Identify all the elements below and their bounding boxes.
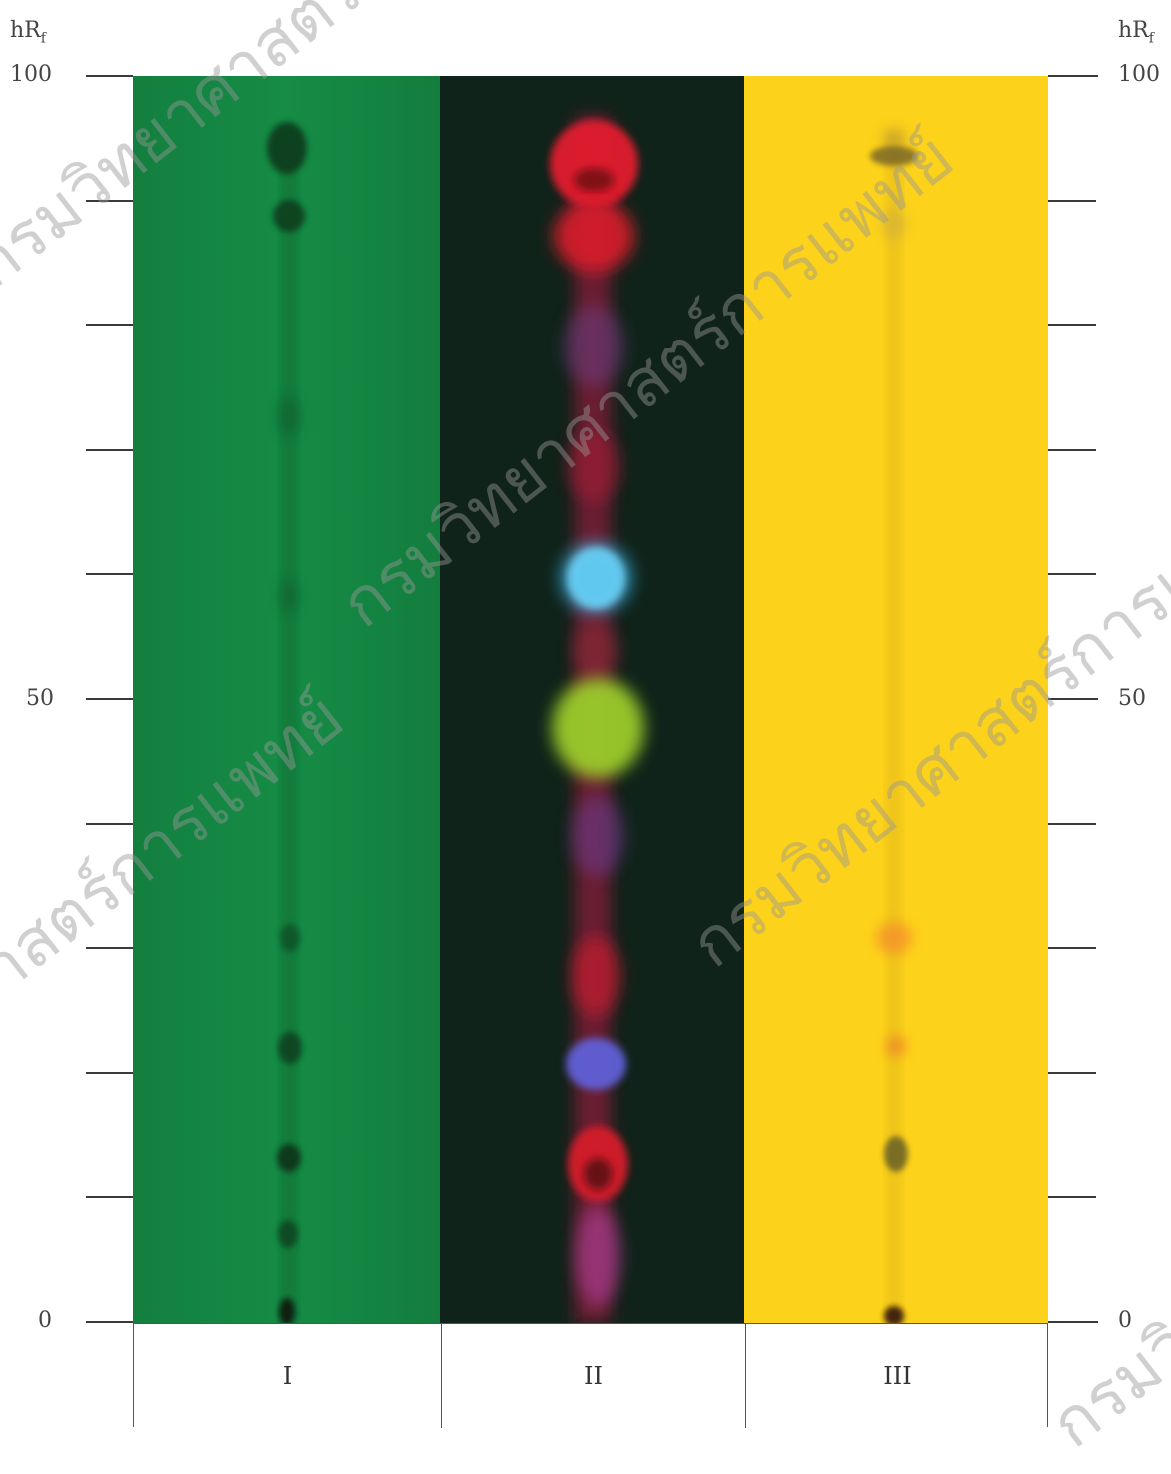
lane-I-spot <box>278 1032 302 1064</box>
left-tick-mark <box>86 1321 133 1323</box>
lane-II-spot-dark <box>574 168 614 192</box>
lane-II-plate <box>440 76 744 1323</box>
lane-label-II: II <box>441 1324 745 1428</box>
lane-II-spot-blue <box>566 1038 626 1090</box>
lane-II-spot-green <box>552 678 644 778</box>
right-axis-title: hRf <box>1118 18 1154 46</box>
lane-II-chromatogram <box>440 76 744 1323</box>
right-tick-mark <box>1048 822 1096 825</box>
lane-II-spot-red <box>554 200 634 272</box>
lane-label-III: III <box>745 1324 1049 1428</box>
lane-III-spot <box>870 146 918 166</box>
left-tick-mark <box>86 698 133 700</box>
lane-I-spot <box>277 396 301 436</box>
left-tick-mark <box>86 199 133 202</box>
lane-I-spot <box>279 1298 295 1323</box>
left-tick-label-0: 0 <box>38 1308 52 1333</box>
right-tick-mark <box>1048 698 1098 700</box>
lane-I-chromatogram <box>133 76 440 1323</box>
right-tick-mark <box>1048 1071 1096 1074</box>
left-axis-title-main: hR <box>10 18 41 43</box>
lane-I-spot <box>273 200 305 232</box>
lane-label-I: I <box>282 1362 293 1390</box>
left-tick-mark <box>86 947 133 950</box>
right-tick-mark <box>1048 1321 1098 1323</box>
lane-III-spot <box>884 1306 904 1323</box>
lane-I-spot <box>267 122 307 174</box>
lane-II-spot-red <box>574 623 618 679</box>
lane-III-spot <box>884 1136 908 1172</box>
lane-I-spot <box>280 924 300 952</box>
right-tick-mark <box>1048 199 1096 202</box>
right-tick-mark <box>1048 324 1096 327</box>
left-tick-mark <box>86 324 133 327</box>
lane-III-streak <box>889 136 899 1323</box>
lane-III-spot-orange <box>886 1036 906 1056</box>
left-tick-mark <box>86 448 133 451</box>
left-tick-mark <box>86 573 133 576</box>
right-tick-label-0: 0 <box>1118 1308 1132 1333</box>
lane-I-spot <box>279 580 299 612</box>
lane-II-spot-magenta <box>576 1206 620 1306</box>
lane-II-spot-red <box>550 120 638 208</box>
lane-I-spot <box>277 1144 301 1172</box>
right-tick-mark <box>1048 448 1096 451</box>
right-tick-mark <box>1048 573 1096 576</box>
lane-I-spot <box>278 1220 298 1248</box>
left-tick-mark <box>86 822 133 825</box>
lane-II-spot-red <box>572 936 620 1016</box>
lane-III-plate <box>744 76 1048 1323</box>
watermark-text: กรมวิทยาศาสตร์การแพทย์ <box>1036 938 1171 1463</box>
left-tick-label-50: 50 <box>26 686 54 711</box>
lane-II-spot-dark <box>584 1158 612 1190</box>
left-tick-mark <box>86 1196 133 1199</box>
lane-II-spot-violet <box>564 306 624 386</box>
right-tick-mark <box>1048 1196 1096 1199</box>
lane-I-plate <box>133 76 440 1323</box>
right-tick-label-100: 100 <box>1118 62 1160 87</box>
right-tick-label-50: 50 <box>1118 686 1146 711</box>
left-tick-mark <box>86 75 133 77</box>
lane-II-spot-cyan-halo <box>560 542 632 614</box>
lane-III-chromatogram <box>744 76 1048 1323</box>
right-axis-title-sub: f <box>1148 30 1154 47</box>
right-tick-mark <box>1048 75 1098 77</box>
left-tick-label-100: 100 <box>10 62 52 87</box>
right-tick-mark <box>1048 947 1096 950</box>
lane-II-spot-violet <box>572 796 624 876</box>
left-tick-mark <box>86 1071 133 1074</box>
lane-III-spot-orange <box>876 922 912 954</box>
left-axis-title: hRf <box>10 18 46 46</box>
lane-III-spot <box>882 208 906 240</box>
lane-III-spot <box>882 128 906 148</box>
left-axis-title-sub: f <box>40 30 46 47</box>
lane-label-row: I II III <box>133 1323 1049 1428</box>
right-axis-title-main: hR <box>1118 18 1149 43</box>
lane-II-spot-red <box>568 430 620 502</box>
